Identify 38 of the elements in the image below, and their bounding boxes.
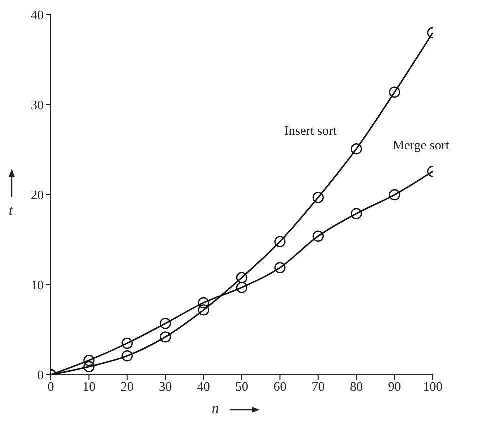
y-tick-label: 20 [31, 188, 44, 203]
x-tick-label: 20 [120, 379, 134, 394]
x-axis-title: n [212, 402, 219, 417]
x-tick-label: 40 [197, 379, 210, 394]
point [312, 230, 324, 242]
point [160, 318, 172, 330]
point [160, 332, 172, 343]
x-tick-label: 100 [423, 379, 443, 394]
point [84, 361, 95, 372]
point [198, 297, 210, 309]
y-axis-title: t [9, 204, 14, 219]
point [198, 304, 210, 316]
point [351, 144, 362, 155]
y-tick-label: 30 [31, 98, 44, 113]
series-label: Merge sort [393, 138, 450, 153]
point [351, 208, 362, 220]
y-tick-label: 10 [31, 278, 44, 293]
point [236, 282, 248, 294]
x-tick-label: 80 [350, 379, 364, 394]
x-tick-label: 70 [312, 379, 325, 394]
y-tick-label: 0 [38, 368, 44, 383]
point [84, 355, 95, 366]
point [274, 262, 286, 274]
point [274, 236, 286, 248]
series-label: Insert sort [284, 123, 338, 138]
x-tick-label: 30 [159, 379, 172, 394]
point [389, 189, 400, 201]
y-tick-label: 40 [31, 8, 44, 23]
x-tick-label: 0 [48, 379, 54, 394]
point [122, 338, 133, 350]
x-tick-label: 50 [236, 379, 248, 394]
x-tick-label: 10 [82, 379, 96, 394]
x-tick-label: 60 [274, 379, 287, 394]
point [236, 272, 248, 284]
point [389, 86, 400, 98]
point [122, 350, 133, 362]
x-tick-label: 90 [388, 379, 402, 394]
point [312, 192, 324, 204]
